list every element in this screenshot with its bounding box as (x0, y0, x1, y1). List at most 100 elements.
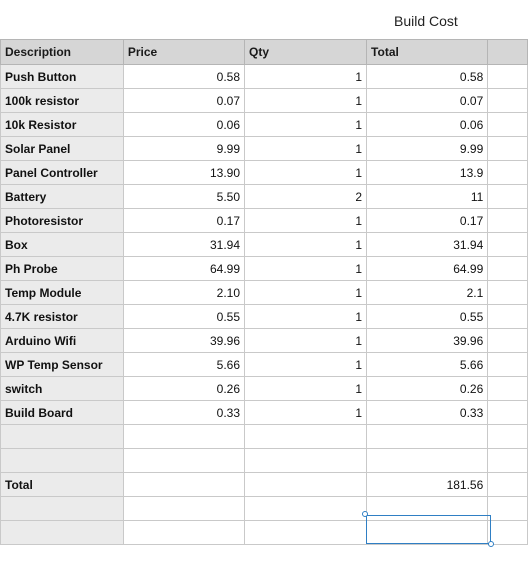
cell-total[interactable]: 0.07 (366, 88, 489, 113)
cell-empty[interactable] (487, 112, 528, 137)
cell-total[interactable]: 0.33 (366, 400, 489, 425)
cell-description[interactable] (0, 424, 124, 449)
cell-empty[interactable] (487, 88, 528, 113)
cell-price[interactable] (122, 472, 246, 497)
cell-empty[interactable] (487, 232, 528, 257)
cell-description[interactable] (0, 496, 124, 521)
cell-empty[interactable] (487, 64, 528, 89)
cell-total[interactable] (366, 520, 489, 545)
cell-qty[interactable]: 2 (243, 184, 368, 209)
cell-price[interactable]: 13.90 (122, 160, 246, 185)
cell-description[interactable]: Photoresistor (0, 208, 124, 233)
cell-description[interactable]: Battery (0, 184, 124, 209)
cell-qty[interactable]: 1 (243, 256, 368, 281)
cell-price[interactable] (122, 448, 246, 473)
cell-price[interactable]: 2.10 (122, 280, 246, 305)
cell-qty[interactable]: 1 (243, 232, 368, 257)
cell-empty[interactable] (487, 448, 528, 473)
cell-empty[interactable] (487, 136, 528, 161)
cell-qty[interactable]: 1 (243, 304, 368, 329)
cell-empty[interactable] (487, 520, 528, 545)
cell-total[interactable] (366, 496, 489, 521)
cell-total[interactable] (366, 448, 489, 473)
cell-price[interactable]: 5.50 (122, 184, 246, 209)
cell-description[interactable]: Push Button (0, 64, 124, 89)
cell-empty[interactable] (487, 280, 528, 305)
header-price[interactable]: Price (122, 39, 246, 65)
cell-description[interactable]: Ph Probe (0, 256, 124, 281)
cell-price[interactable]: 0.17 (122, 208, 246, 233)
cell-total[interactable]: 181.56 (366, 472, 489, 497)
cell-description[interactable]: Box (0, 232, 124, 257)
cell-price[interactable] (122, 496, 246, 521)
cell-description[interactable]: WP Temp Sensor (0, 352, 124, 377)
cell-total[interactable]: 31.94 (366, 232, 489, 257)
cell-empty[interactable] (487, 160, 528, 185)
cell-total[interactable]: 39.96 (366, 328, 489, 353)
cell-price[interactable]: 0.33 (122, 400, 246, 425)
cell-description[interactable]: switch (0, 376, 124, 401)
cell-total[interactable]: 5.66 (366, 352, 489, 377)
cell-qty[interactable] (243, 520, 368, 545)
cell-description[interactable] (0, 448, 124, 473)
cell-total[interactable]: 0.26 (366, 376, 489, 401)
cell-total[interactable]: 9.99 (366, 136, 489, 161)
cell-price[interactable] (122, 520, 246, 545)
cell-total[interactable]: 0.17 (366, 208, 489, 233)
cell-price[interactable]: 0.55 (122, 304, 246, 329)
cell-price[interactable]: 0.26 (122, 376, 246, 401)
cell-qty[interactable]: 1 (243, 64, 368, 89)
cell-price[interactable]: 9.99 (122, 136, 246, 161)
cell-description[interactable]: Total (0, 472, 124, 497)
cell-qty[interactable] (243, 472, 368, 497)
cell-description[interactable]: Build Board (0, 400, 124, 425)
selection-handle-bottom-right[interactable] (488, 541, 494, 547)
cell-qty[interactable]: 1 (243, 112, 368, 137)
cell-qty[interactable]: 1 (243, 88, 368, 113)
sheet-title[interactable]: Build Cost (394, 13, 458, 29)
cell-description[interactable]: 4.7K resistor (0, 304, 124, 329)
cell-total[interactable]: 0.06 (366, 112, 489, 137)
cell-empty[interactable] (487, 472, 528, 497)
cell-total[interactable]: 2.1 (366, 280, 489, 305)
cell-qty[interactable]: 1 (243, 400, 368, 425)
header-description[interactable]: Description (0, 39, 124, 65)
cell-qty[interactable]: 1 (243, 352, 368, 377)
cell-total[interactable]: 0.55 (366, 304, 489, 329)
cell-empty[interactable] (487, 256, 528, 281)
cell-description[interactable] (0, 520, 124, 545)
cell-empty[interactable] (487, 304, 528, 329)
cell-total[interactable]: 0.58 (366, 64, 489, 89)
cell-empty[interactable] (487, 208, 528, 233)
cell-description[interactable]: Panel Controller (0, 160, 124, 185)
cell-price[interactable]: 39.96 (122, 328, 246, 353)
cell-qty[interactable] (243, 448, 368, 473)
header-total[interactable]: Total (366, 39, 489, 65)
cell-price[interactable]: 64.99 (122, 256, 246, 281)
cell-total[interactable]: 13.9 (366, 160, 489, 185)
cell-price[interactable] (122, 424, 246, 449)
cell-qty[interactable]: 1 (243, 136, 368, 161)
cell-qty[interactable] (243, 424, 368, 449)
cell-empty[interactable] (487, 184, 528, 209)
cell-qty[interactable] (243, 496, 368, 521)
cell-description[interactable]: 100k resistor (0, 88, 124, 113)
header-qty[interactable]: Qty (243, 39, 368, 65)
cell-description[interactable]: 10k Resistor (0, 112, 124, 137)
cell-description[interactable]: Arduino Wifi (0, 328, 124, 353)
cell-total[interactable] (366, 424, 489, 449)
cell-total[interactable]: 11 (366, 184, 489, 209)
cell-qty[interactable]: 1 (243, 376, 368, 401)
header-empty[interactable] (487, 39, 528, 65)
cell-price[interactable]: 0.06 (122, 112, 246, 137)
cell-empty[interactable] (487, 496, 528, 521)
cell-empty[interactable] (487, 400, 528, 425)
cell-price[interactable]: 31.94 (122, 232, 246, 257)
cell-empty[interactable] (487, 352, 528, 377)
cell-qty[interactable]: 1 (243, 328, 368, 353)
cell-empty[interactable] (487, 376, 528, 401)
cell-empty[interactable] (487, 328, 528, 353)
cell-price[interactable]: 5.66 (122, 352, 246, 377)
cell-empty[interactable] (487, 424, 528, 449)
cell-description[interactable]: Temp Module (0, 280, 124, 305)
